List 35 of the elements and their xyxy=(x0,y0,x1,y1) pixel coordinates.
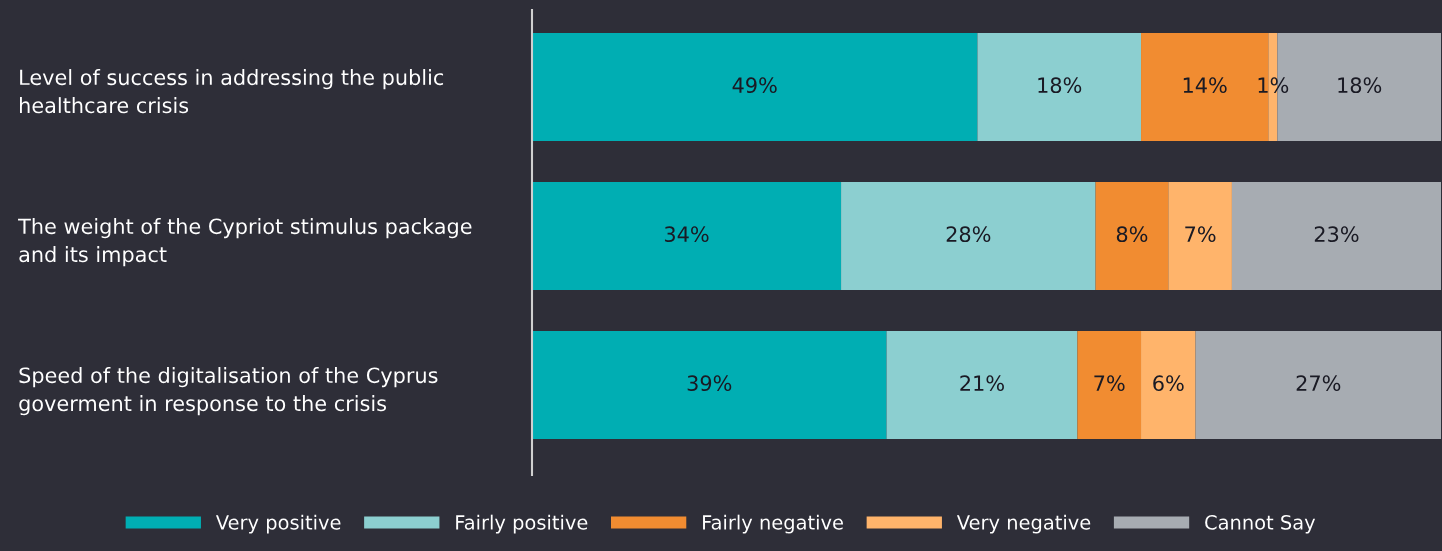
y-tick-label: Speed of the digitalisation of the Cyprus goverment in response to the crisis xyxy=(19,367,438,416)
data-label: 34% xyxy=(664,226,709,243)
legend-label: Fairly negative xyxy=(703,514,843,534)
data-label: 7% xyxy=(1185,226,1216,243)
bar xyxy=(1095,182,1169,291)
legend-label: Fairly positive xyxy=(456,514,588,534)
bar xyxy=(886,331,1078,440)
data-label: 27% xyxy=(1296,375,1341,392)
bar xyxy=(1195,331,1441,440)
data-label: 23% xyxy=(1314,226,1359,243)
y-tick-label: Level of success in addressing the public healthcare crisis xyxy=(20,69,444,114)
bar xyxy=(532,33,978,142)
bar xyxy=(841,182,1096,291)
legend-label: Very negative xyxy=(956,514,1091,534)
data-label: 7% xyxy=(1094,375,1125,392)
data-label: 49% xyxy=(732,77,777,94)
data-label: 18% xyxy=(1038,77,1082,94)
bar xyxy=(532,182,842,291)
data-label: 21% xyxy=(960,375,1004,392)
legend-label: Very positive xyxy=(215,514,341,534)
bar xyxy=(977,33,1142,142)
bar xyxy=(1141,331,1196,440)
data-label: 14% xyxy=(1183,77,1227,94)
bar xyxy=(1168,182,1232,291)
data-label: 1% xyxy=(1258,77,1289,94)
y-tick-label: The weight of the Cypriot stimulus package and its impact xyxy=(18,218,472,267)
bar xyxy=(1077,331,1142,440)
bar xyxy=(532,331,887,440)
data-label: 39% xyxy=(687,375,732,392)
bar xyxy=(1231,182,1441,291)
data-label: 6% xyxy=(1153,375,1184,392)
legend-label: Cannot Say xyxy=(1205,515,1316,534)
data-label: 8% xyxy=(1116,226,1148,243)
data-label: 18% xyxy=(1338,77,1382,94)
data-label: 28% xyxy=(946,226,991,243)
